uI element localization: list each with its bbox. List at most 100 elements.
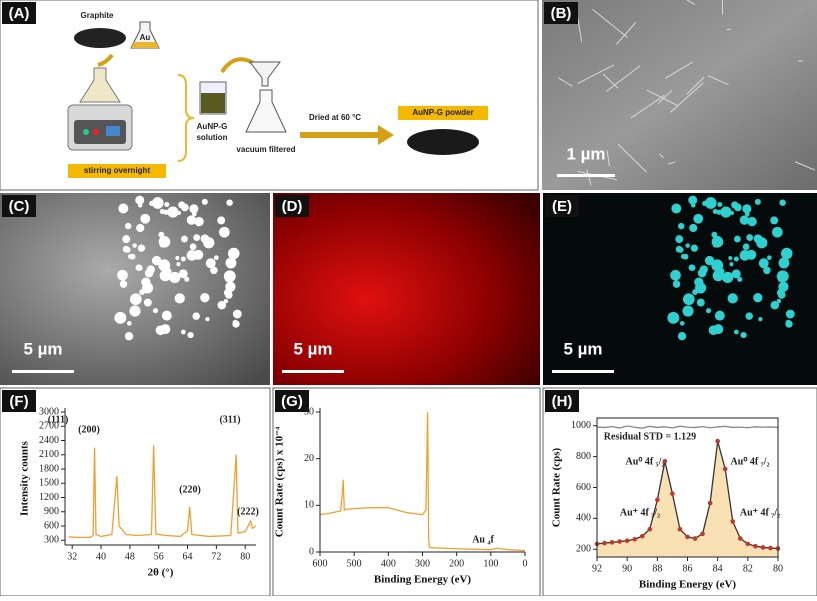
particle [228,248,240,260]
y-tick-label: 800 [576,451,591,462]
particle [673,280,681,288]
particle [225,282,235,292]
scale-text: 5 µm [563,339,602,358]
particle [164,202,169,207]
particle [700,265,708,273]
annotation: Au ₄f [472,534,494,545]
data-point [753,544,758,549]
x-tick-label: 86 [683,563,693,574]
data-point [685,535,690,540]
particle [160,209,165,214]
particle [225,277,230,282]
y-tick-label: 1000 [571,420,591,431]
panel-label: (H) [552,393,573,410]
particle [786,310,795,319]
particle [130,254,136,260]
particle [713,324,723,334]
particle [683,293,695,305]
particle [786,320,791,325]
particle [755,199,761,205]
x-axis-label: 2θ (°) [148,567,174,579]
panel-label: (F) [9,393,28,410]
graphite-pile [74,28,126,48]
particle [676,246,683,253]
particle [691,245,698,252]
y-tick-label: 20 [304,453,314,464]
particle [670,270,681,281]
y-tick-label: 30 [304,406,314,417]
y-tick-label: 400 [576,513,591,524]
particle [712,236,724,248]
particle [734,330,739,335]
x-axis-label: Binding Energy (eV) [374,574,472,586]
particle [680,321,685,326]
data-point [670,491,675,496]
particle [767,255,772,260]
particle [754,234,763,243]
particle [136,264,142,270]
particle [781,248,793,260]
particle [778,291,786,299]
particle [140,214,150,224]
particle [728,256,732,260]
particle [718,268,725,275]
data-point [610,540,615,545]
x-tick-label: 64 [183,551,193,562]
particle [176,262,180,266]
particle [722,272,733,283]
data-point [693,536,698,541]
annotation: Au⁰ 4f ₇/₂ [731,456,770,467]
powder [407,129,479,155]
particle [753,293,762,302]
particle [192,312,200,320]
particle [162,311,172,321]
x-tick-label: 600 [313,558,328,569]
scale-text: 1 µm [566,144,605,163]
particle [181,257,186,262]
particle [693,214,703,224]
particle [720,207,731,218]
y-tick-label: 2100 [39,449,59,460]
particle [225,291,233,299]
annotation: Au⁰ 4f ₅/₂ [626,456,665,467]
particle [138,245,145,252]
scheme-text: Dried at 60 °C [309,113,361,122]
scheme-text: Au [140,33,151,42]
particle [671,204,681,214]
data-point [715,439,720,444]
particle [715,311,725,321]
knob [83,129,89,135]
particle [132,243,136,247]
particle [728,293,738,303]
particle [114,312,126,324]
particle [233,320,238,325]
particle [743,243,750,250]
x-tick-label: 500 [347,558,362,569]
particle [200,293,209,302]
x-axis-label: Binding Energy (eV) [639,579,737,591]
annotation: (200) [78,424,100,435]
particle [169,272,180,283]
particle [144,299,152,307]
particle [120,280,128,288]
particle [165,268,172,275]
scale-bar [552,370,614,373]
particle [218,301,227,310]
particle [778,277,783,282]
particle [167,207,178,218]
annotation: Au⁺ 4f ₇/₂ [740,507,780,518]
particle [219,227,230,238]
y-tick-label: 1200 [39,492,59,503]
x-tick-label: 40 [96,551,106,562]
particle [682,305,693,316]
scale-text: 5 µm [23,339,62,358]
particle [189,204,198,213]
particle [734,257,739,262]
particle [705,197,717,209]
panel-label: (C) [9,198,30,215]
data-point [730,519,735,524]
x-tick-label: 84 [713,563,723,574]
x-tick-label: 82 [743,563,753,574]
particle [734,236,741,243]
